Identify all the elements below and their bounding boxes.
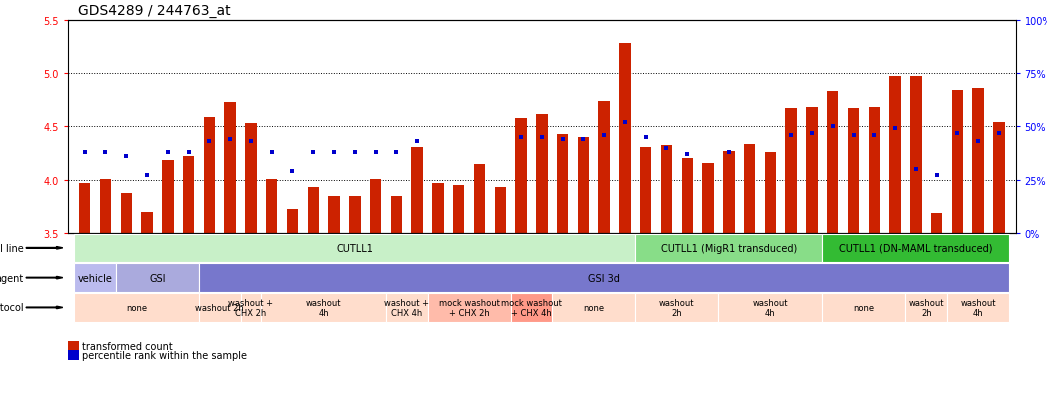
Bar bbox=[640, 147, 651, 233]
Bar bbox=[952, 91, 963, 233]
Bar bbox=[411, 147, 423, 233]
Text: percentile rank within the sample: percentile rank within the sample bbox=[82, 350, 247, 360]
Text: none: none bbox=[126, 303, 148, 312]
Bar bbox=[99, 179, 111, 233]
Bar bbox=[718, 293, 822, 322]
Bar bbox=[599, 102, 609, 233]
Bar bbox=[241, 293, 262, 322]
Bar bbox=[74, 263, 116, 292]
Bar bbox=[578, 138, 589, 233]
Bar bbox=[79, 183, 90, 233]
Text: mock washout
+ CHX 4h: mock washout + CHX 4h bbox=[502, 298, 562, 317]
Text: washout
2h: washout 2h bbox=[660, 298, 694, 317]
Bar bbox=[848, 109, 860, 233]
Bar bbox=[308, 188, 319, 233]
Bar bbox=[536, 114, 548, 233]
Bar bbox=[764, 152, 776, 233]
Text: none: none bbox=[583, 303, 604, 312]
Bar bbox=[661, 146, 672, 233]
Text: vehicle: vehicle bbox=[77, 273, 112, 283]
Bar bbox=[287, 210, 298, 233]
Bar bbox=[120, 194, 132, 233]
Bar bbox=[552, 293, 636, 322]
Bar bbox=[474, 164, 485, 233]
Bar bbox=[74, 234, 636, 263]
Bar bbox=[948, 293, 1009, 322]
Bar bbox=[636, 293, 718, 322]
Bar bbox=[183, 157, 195, 233]
Bar bbox=[703, 163, 714, 233]
Bar bbox=[224, 102, 236, 233]
Text: washout +
CHX 2h: washout + CHX 2h bbox=[228, 298, 273, 317]
Text: washout
4h: washout 4h bbox=[306, 298, 341, 317]
Bar bbox=[203, 117, 215, 233]
Bar bbox=[636, 234, 822, 263]
Text: mock washout
+ CHX 2h: mock washout + CHX 2h bbox=[439, 298, 499, 317]
Bar bbox=[973, 89, 984, 233]
Text: washout
2h: washout 2h bbox=[909, 298, 944, 317]
Bar bbox=[262, 293, 386, 322]
Bar bbox=[511, 293, 552, 322]
Text: protocol: protocol bbox=[0, 303, 24, 313]
Text: agent: agent bbox=[0, 273, 24, 283]
Text: washout 2h: washout 2h bbox=[196, 303, 244, 312]
Bar bbox=[827, 92, 839, 233]
Bar bbox=[199, 293, 241, 322]
Bar bbox=[141, 212, 153, 233]
Bar bbox=[245, 124, 257, 233]
Bar bbox=[723, 152, 735, 233]
Bar bbox=[557, 135, 569, 233]
Text: none: none bbox=[853, 303, 874, 312]
Bar bbox=[744, 145, 755, 233]
Bar bbox=[116, 263, 199, 292]
Bar bbox=[162, 161, 174, 233]
Text: GSI 3d: GSI 3d bbox=[588, 273, 620, 283]
Bar bbox=[994, 123, 1005, 233]
Bar bbox=[822, 293, 906, 322]
Bar bbox=[349, 196, 360, 233]
Bar bbox=[494, 188, 506, 233]
Bar bbox=[822, 234, 1009, 263]
Bar bbox=[515, 119, 527, 233]
Bar bbox=[74, 293, 199, 322]
Bar bbox=[619, 44, 630, 233]
Bar bbox=[906, 293, 948, 322]
Text: transformed count: transformed count bbox=[82, 341, 173, 351]
Bar bbox=[432, 183, 444, 233]
Bar bbox=[329, 196, 339, 233]
Text: CUTLL1 (MigR1 transduced): CUTLL1 (MigR1 transduced) bbox=[661, 243, 797, 253]
Text: cell line: cell line bbox=[0, 243, 24, 253]
Text: GSI: GSI bbox=[149, 273, 165, 283]
Text: CUTLL1: CUTLL1 bbox=[336, 243, 373, 253]
Text: GDS4289 / 244763_at: GDS4289 / 244763_at bbox=[77, 4, 230, 17]
Bar bbox=[199, 263, 1009, 292]
Bar bbox=[682, 159, 693, 233]
Bar bbox=[391, 196, 402, 233]
Bar bbox=[806, 108, 818, 233]
Bar bbox=[386, 293, 427, 322]
Bar bbox=[370, 179, 381, 233]
Bar bbox=[427, 293, 511, 322]
Bar bbox=[889, 77, 900, 233]
Bar bbox=[266, 179, 277, 233]
Text: washout
4h: washout 4h bbox=[753, 298, 788, 317]
Text: CUTLL1 (DN-MAML transduced): CUTLL1 (DN-MAML transduced) bbox=[839, 243, 993, 253]
Bar bbox=[453, 185, 465, 233]
Bar bbox=[785, 109, 797, 233]
Text: washout +
CHX 4h: washout + CHX 4h bbox=[384, 298, 429, 317]
Bar bbox=[931, 213, 942, 233]
Bar bbox=[869, 108, 881, 233]
Text: washout
4h: washout 4h bbox=[960, 298, 996, 317]
Bar bbox=[910, 77, 921, 233]
